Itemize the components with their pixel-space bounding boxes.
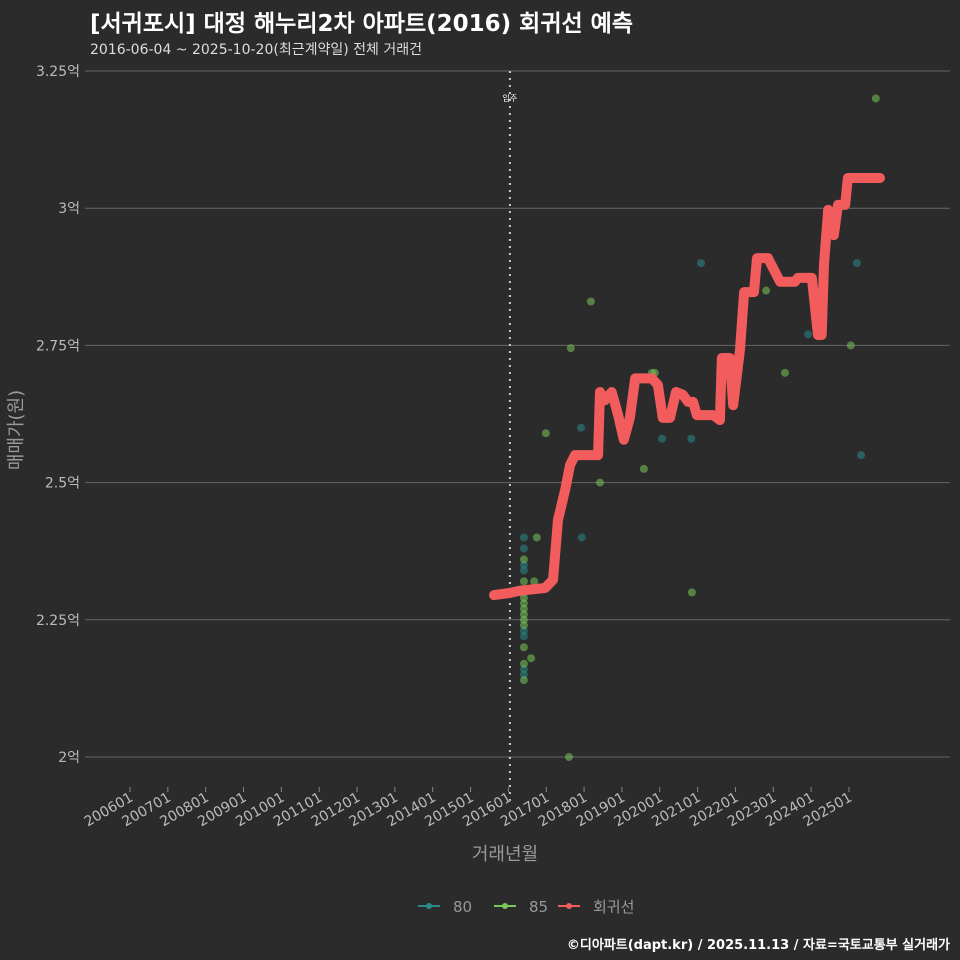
point-85 [871,94,880,103]
point-85 [762,286,771,295]
point-85 [595,478,604,487]
point-85 [519,676,528,685]
point-80 [519,632,528,641]
point-85 [541,429,550,438]
point-80 [577,533,586,542]
y-tick-label: 2억 [58,750,80,766]
point-85 [564,753,573,761]
x-axis-label: 거래년월 [472,844,538,865]
legend-label-80: 80 [453,898,472,916]
chart-subtitle: 2016-06-04 ~ 2025-10-20(최근계약일) 전체 거래건 [90,42,422,58]
point-85 [519,621,528,630]
point-85 [519,599,528,608]
point-85 [781,368,790,377]
y-tick-label: 3억 [58,201,80,217]
chart-title: [서귀포시] 대정 해누리2차 아파트(2016) 회귀선 예측 [90,11,633,37]
regression-line [489,173,885,601]
legend-label-85: 85 [529,898,548,916]
point-85 [527,654,536,663]
point-85 [519,615,528,624]
point-85 [519,555,528,564]
point-80 [519,566,528,575]
point-80 [658,434,667,443]
point-80 [697,259,706,268]
point-85 [519,577,528,586]
legend-marker-80 [426,903,432,909]
point-80 [687,434,696,443]
point-85 [530,577,539,586]
point-80 [519,665,528,674]
legend-marker-85 [502,903,508,909]
point-85 [532,533,541,542]
point-85 [519,659,528,668]
credit: ©디아파트(dapt.kr) / 2025.11.13 / 자료=국토교통부 실… [566,938,950,953]
point-85 [519,604,528,613]
point-80 [519,533,528,542]
point-85 [586,297,595,306]
point-85 [846,341,855,350]
point-85 [519,643,528,652]
y-tick-label: 2.25억 [36,613,80,629]
point-80 [519,626,528,635]
y-tick-label: 3.25억 [36,64,80,80]
point-85 [687,588,696,597]
point-80 [857,451,866,460]
y-tick-label: 2.5억 [45,476,80,492]
legend-label-회귀선: 회귀선 [593,898,634,916]
point-85 [519,593,528,602]
point-80 [519,670,528,679]
point-80 [577,423,586,432]
move-in-label: 입주 [503,94,518,103]
point-85 [639,464,648,473]
y-tick-label: 2.75억 [36,338,80,354]
y-axis-label: 매매가(원) [6,390,27,470]
point-80 [519,560,528,569]
point-80 [804,330,813,339]
legend-marker-회귀선 [566,903,572,909]
point-85 [566,344,575,353]
point-80 [519,544,528,553]
point-85 [519,610,528,619]
point-80 [852,259,861,268]
